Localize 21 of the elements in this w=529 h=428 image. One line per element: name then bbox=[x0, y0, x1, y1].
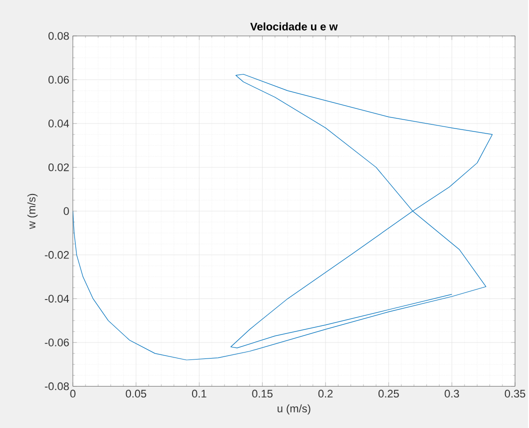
chart-title: Velocidade u e w bbox=[250, 22, 338, 30]
y-tick-label: -0.02 bbox=[44, 250, 69, 259]
x-tick-label: 0.25 bbox=[378, 390, 399, 398]
y-tick-label: 0.02 bbox=[48, 163, 69, 172]
y-tick-label: 0 bbox=[64, 207, 69, 215]
line-series bbox=[72, 74, 493, 360]
x-tick-label: 0.3 bbox=[444, 390, 459, 398]
x-tick-label: 0.05 bbox=[126, 390, 146, 398]
y-axis-title: w (m/s) bbox=[27, 194, 38, 229]
y-tick-label: 0.06 bbox=[48, 76, 69, 84]
y-tick-label: 0.04 bbox=[48, 120, 70, 128]
x-tick-label: 0 bbox=[70, 390, 76, 398]
y-tick-label: 0.08 bbox=[48, 32, 69, 40]
x-tick-label: 0.1 bbox=[192, 390, 206, 398]
y-tick-label: -0.04 bbox=[44, 294, 70, 302]
y-tick-label: -0.06 bbox=[44, 338, 69, 346]
x-tick-label: 0.15 bbox=[252, 390, 273, 398]
x-tick-label: 0.35 bbox=[504, 390, 526, 398]
x-tick-label: 0.2 bbox=[318, 390, 333, 398]
y-tick-label: -0.08 bbox=[44, 382, 69, 390]
x-axis-title: u (m/s) bbox=[278, 404, 310, 414]
